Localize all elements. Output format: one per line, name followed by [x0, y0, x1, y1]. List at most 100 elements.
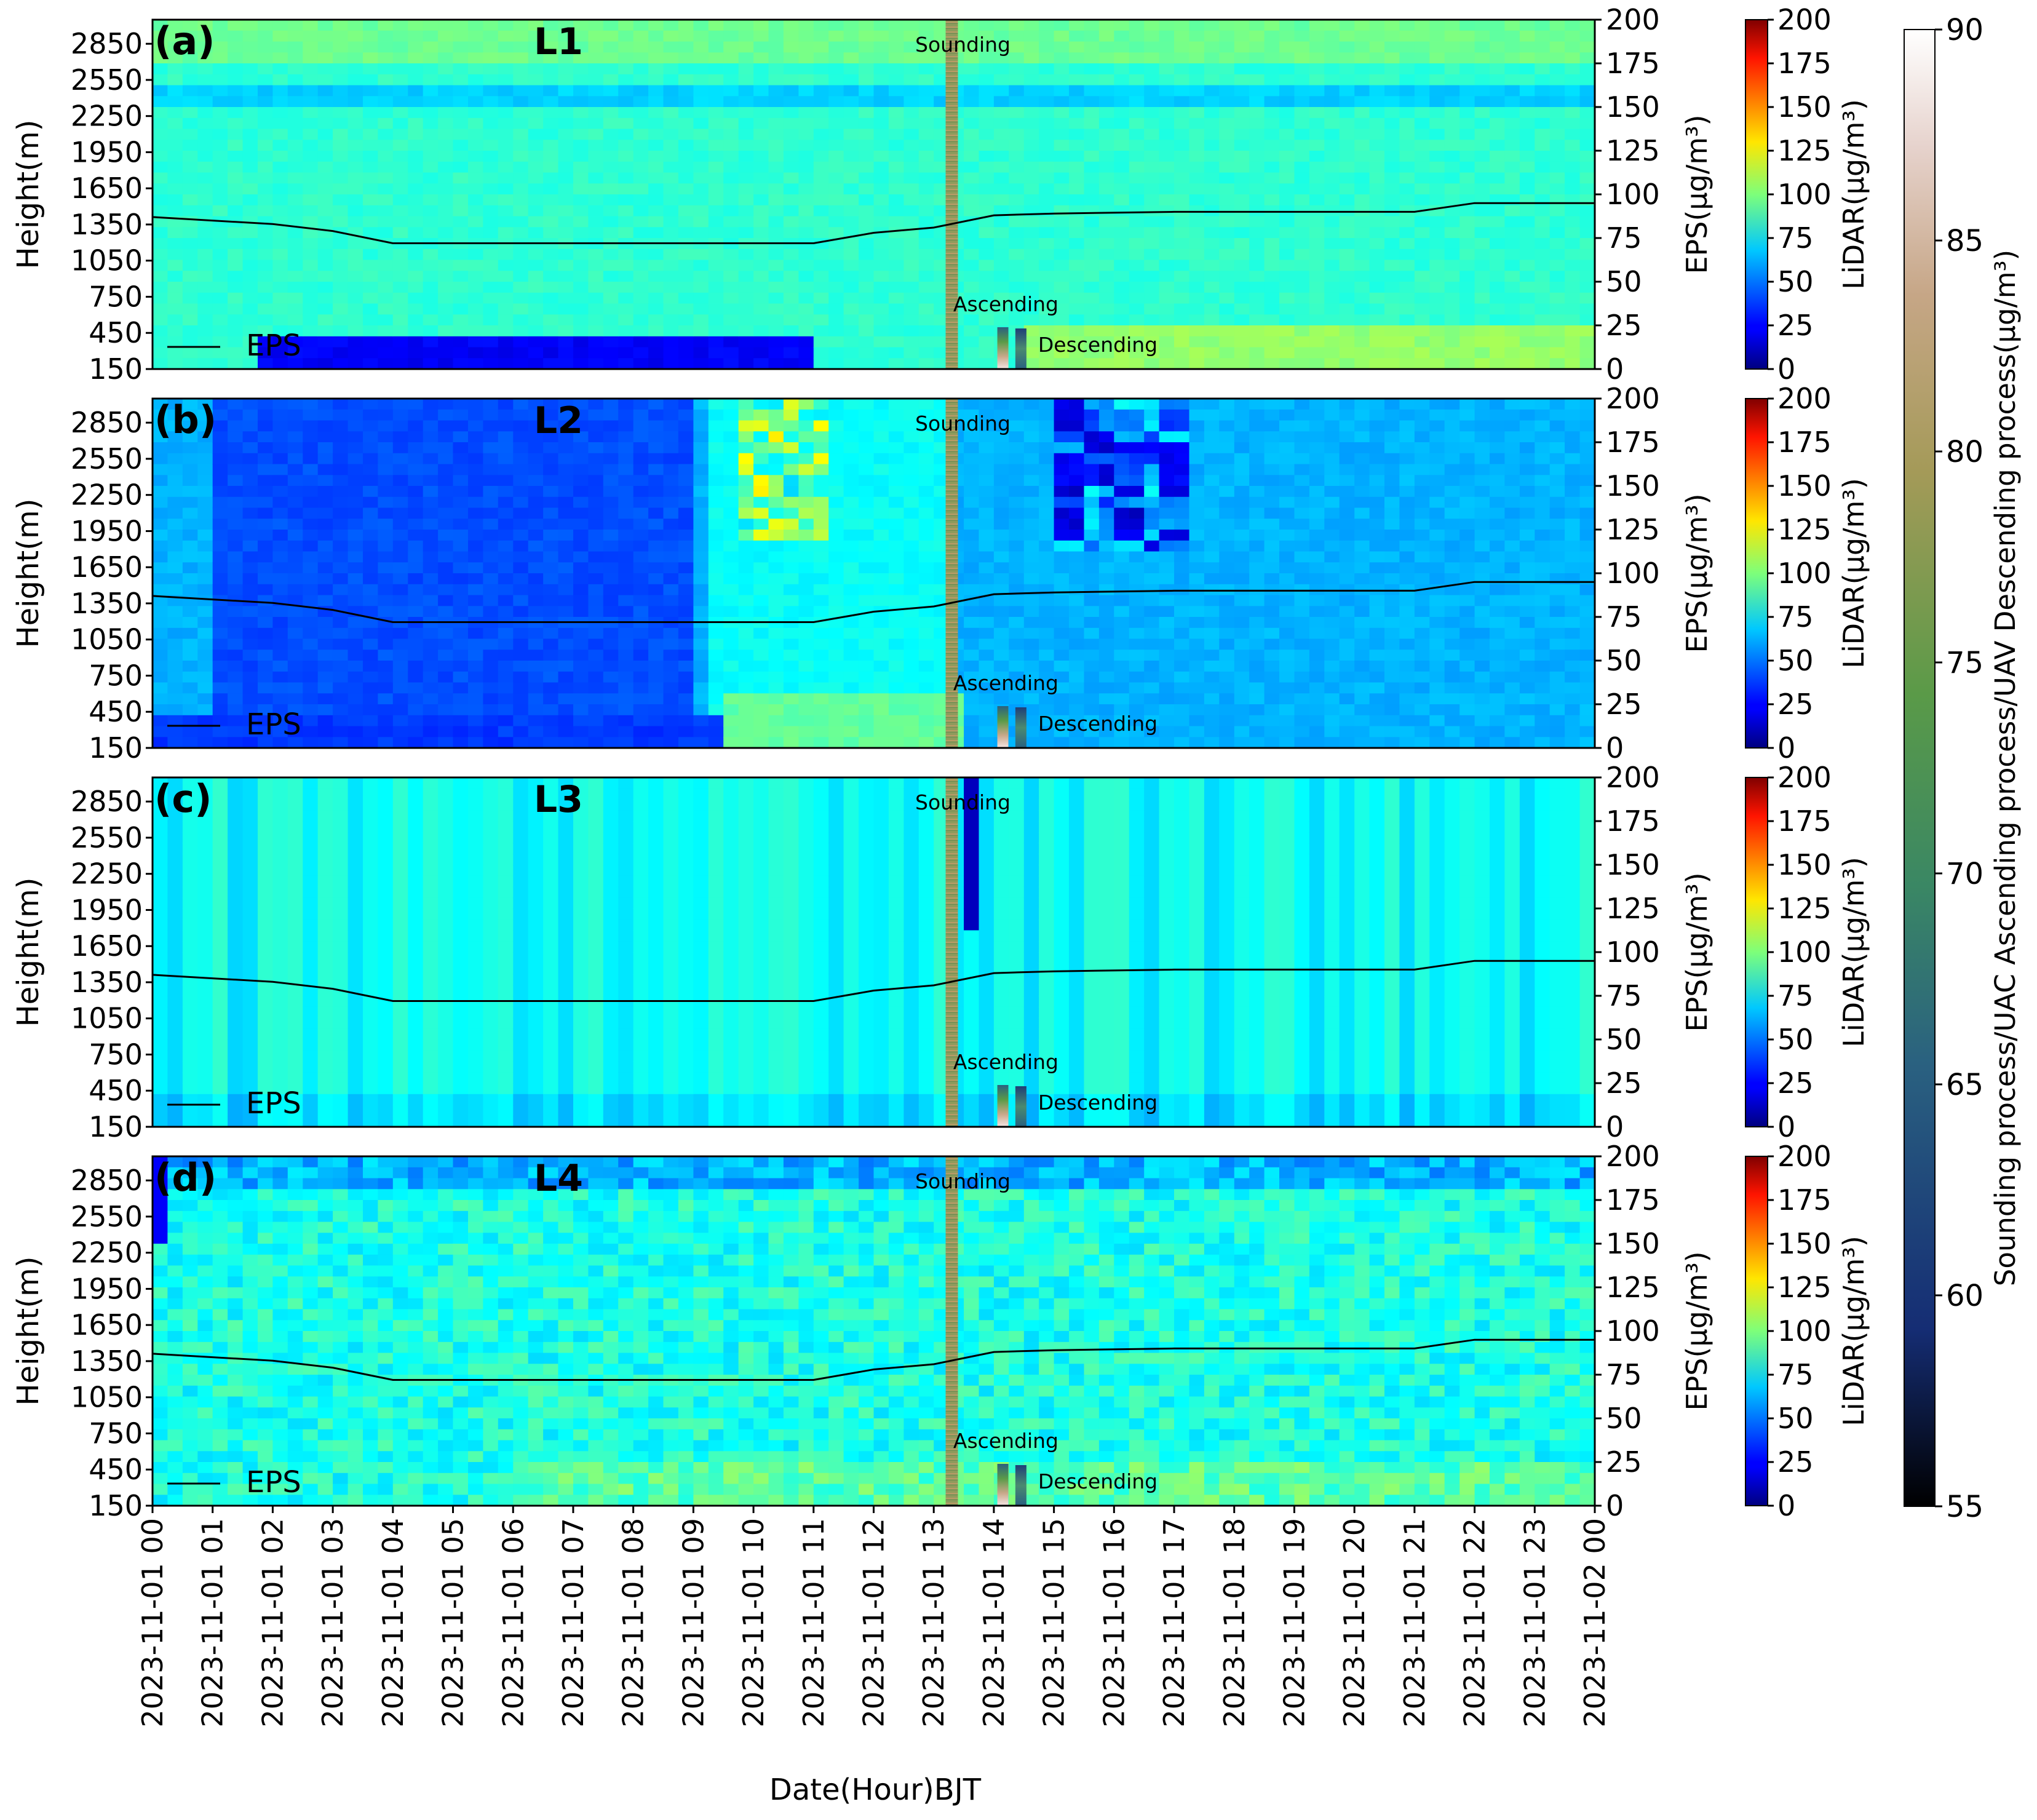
lidar-cell — [453, 661, 469, 672]
lidar-cell — [1535, 20, 1551, 31]
lidar-cell — [1084, 20, 1100, 31]
lidar-cell — [258, 496, 274, 509]
lidar-cell — [347, 661, 363, 672]
lidar-cell — [934, 194, 950, 206]
lidar-cell — [212, 325, 228, 337]
lidar-cell — [918, 530, 934, 541]
lidar-cell — [453, 682, 469, 694]
lidar-cell — [663, 347, 679, 359]
lidar-cell — [1189, 227, 1205, 239]
lidar-cell — [798, 530, 814, 541]
lidar-cell — [979, 595, 995, 607]
lidar-cell — [513, 161, 529, 173]
lidar-cell — [903, 715, 919, 727]
lidar-cell — [633, 715, 649, 727]
lidar-cell — [1399, 107, 1415, 119]
lidar-cell — [1399, 74, 1415, 86]
lidar-cell — [588, 52, 604, 64]
lidar-cell — [1084, 52, 1100, 64]
lidar-cell — [333, 409, 349, 421]
lidar-cell — [408, 464, 424, 476]
lidar-cell — [453, 303, 469, 316]
lidar-cell — [167, 420, 183, 432]
lidar-cell — [1429, 129, 1445, 141]
lidar-cell — [1219, 347, 1235, 359]
lidar-cell — [1429, 161, 1445, 173]
lidar-cell — [167, 399, 183, 410]
lidar-cell — [1414, 271, 1431, 282]
lidar-cell — [498, 41, 514, 54]
lidar-cell — [258, 271, 274, 282]
lidar-cell — [964, 606, 980, 618]
lidar-cell — [228, 63, 244, 75]
lidar-cell — [392, 442, 408, 454]
lidar-cell — [873, 453, 889, 465]
lidar-cell — [347, 409, 363, 421]
lidar-cell — [423, 41, 439, 54]
lidar-cell — [1114, 140, 1130, 151]
lidar-cell — [888, 314, 905, 326]
lidar-cell — [558, 530, 574, 541]
lidar-cell — [182, 573, 199, 585]
lidar-cell — [333, 161, 349, 173]
lidar-cell — [408, 650, 424, 661]
lidar-cell — [723, 431, 739, 443]
lidar-cell — [633, 63, 649, 75]
lidar-cell — [588, 248, 604, 261]
lidar-cell — [678, 85, 694, 97]
lidar-cell — [317, 562, 333, 574]
lidar-cell — [918, 507, 934, 520]
lidar-cell — [903, 41, 919, 54]
lidar-cell — [964, 227, 980, 239]
lidar-cell — [228, 486, 244, 498]
lidar-cell — [1429, 85, 1445, 97]
lidar-cell — [573, 442, 589, 454]
lidar-cell — [993, 507, 1010, 520]
lidar-cell — [513, 606, 529, 618]
lidar-cell — [813, 260, 829, 272]
lidar-cell — [979, 737, 995, 749]
lidar-cell — [1219, 107, 1235, 119]
lidar-cell — [1279, 117, 1295, 130]
lidar-cell — [153, 30, 169, 42]
lidar-cell — [498, 183, 514, 195]
lidar-cell — [888, 693, 905, 705]
lidar-cell — [498, 453, 514, 465]
lidar-cell — [1490, 161, 1506, 173]
lidar-cell — [453, 172, 469, 185]
lidar-cell — [1490, 194, 1506, 206]
lidar-cell — [678, 282, 694, 293]
lidar-cell — [378, 671, 394, 683]
lidar-cell — [528, 194, 544, 206]
lidar-cell — [873, 248, 889, 261]
lidar-cell — [934, 107, 950, 119]
lidar-cell — [1339, 260, 1355, 272]
lidar-cell — [513, 85, 529, 97]
lidar-cell — [1129, 129, 1145, 141]
lidar-cell — [347, 336, 363, 348]
lidar-cell — [228, 107, 244, 119]
lidar-cell — [1279, 336, 1295, 348]
lidar-cell — [964, 292, 980, 304]
lidar-cell — [333, 551, 349, 563]
lidar-cell — [453, 314, 469, 326]
lidar-cell — [287, 409, 303, 421]
lidar-cell — [212, 399, 228, 410]
lidar-cell — [1039, 336, 1055, 348]
lidar-cell — [468, 638, 484, 651]
lidar-cell — [317, 638, 333, 651]
lidar-cell — [378, 194, 394, 206]
lidar-cell — [1474, 260, 1490, 272]
lidar-cell — [573, 431, 589, 443]
lidar-cell — [558, 117, 574, 130]
lidar-cell — [153, 507, 169, 520]
lidar-cell — [1039, 140, 1055, 151]
lidar-cell — [663, 282, 679, 293]
lidar-cell — [392, 30, 408, 42]
lidar-cell — [228, 530, 244, 541]
lidar-cell — [1294, 314, 1310, 326]
lidar-cell — [603, 303, 619, 316]
lidar-cell — [423, 420, 439, 432]
lidar-cell — [438, 726, 454, 738]
